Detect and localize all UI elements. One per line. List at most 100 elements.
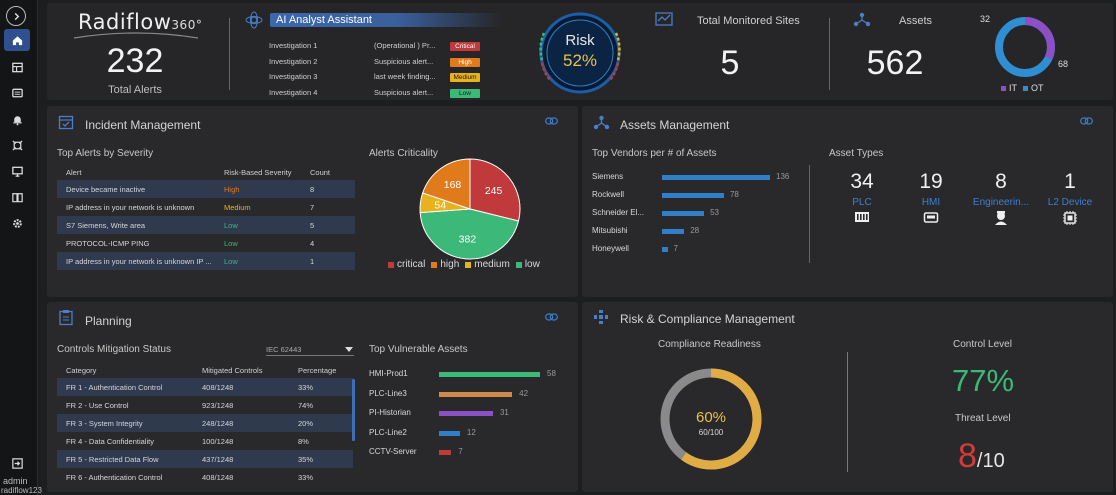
table-row[interactable]: IP address in your network is unknown IP…: [57, 252, 355, 270]
top-alerts-title: Top Alerts by Severity: [57, 148, 154, 159]
assets-management-panel: [582, 106, 1113, 297]
asset-type-label[interactable]: L2 Device: [1047, 197, 1093, 208]
vendor-bar[interactable]: [662, 211, 705, 216]
home-icon[interactable]: [4, 29, 30, 51]
settings-gear-icon[interactable]: [4, 212, 30, 234]
control-category: FR 2 - Use Control: [66, 400, 129, 410]
ai-investigation-name[interactable]: Investigation 4: [269, 87, 318, 97]
vulnerable-asset-value: 31: [499, 408, 509, 417]
logout-icon[interactable]: [4, 452, 30, 474]
vendor-value: 7: [673, 244, 678, 253]
network-scan-icon[interactable]: [4, 134, 30, 156]
bell-icon[interactable]: [4, 108, 30, 130]
vendor-bar[interactable]: [662, 193, 724, 198]
vulnerable-assets-title: Top Vulnerable Assets: [369, 344, 468, 355]
table-row[interactable]: IP address in your network is unknown Med…: [57, 198, 355, 216]
planning-link-icon[interactable]: [545, 313, 558, 322]
ai-investigation-desc[interactable]: Suspicious alert...: [374, 56, 434, 66]
alerts-list-icon[interactable]: [4, 82, 30, 104]
standard-select-value: IEC 62443: [266, 345, 302, 354]
legend-label: critical: [397, 259, 426, 270]
asset-type-label[interactable]: HMI: [921, 197, 941, 208]
pie-slice-label: 245: [485, 185, 503, 197]
vulnerable-asset-bar[interactable]: [439, 430, 460, 436]
legend-item-medium: medium: [465, 259, 510, 270]
table-row[interactable]: FR 2 - Use Control 923/1248 74%: [57, 396, 353, 414]
control-mitigated: 437/1248: [202, 454, 234, 464]
ai-investigation-desc[interactable]: last week finding...: [374, 72, 436, 81]
pie-slice-high[interactable]: [422, 158, 471, 210]
vendor-bar[interactable]: [662, 175, 770, 180]
col-mitigated: Mitigated Controls: [202, 365, 263, 375]
pie-slice-low[interactable]: [419, 208, 520, 260]
vulnerable-asset-bar[interactable]: [439, 372, 540, 377]
table-row[interactable]: FR 4 - Data Confidentiality 100/1248 8%: [57, 432, 353, 450]
controls-mitigation-title: Controls Mitigation Status: [57, 344, 171, 355]
incident-link-icon[interactable]: [545, 117, 558, 126]
table-row[interactable]: PROTOCOL-ICMP PING Low 4: [57, 234, 355, 252]
threat-level-value: 8/10: [958, 437, 1005, 476]
assets-network-icon: [853, 12, 871, 27]
ai-investigation-name[interactable]: Investigation 3: [269, 72, 318, 81]
control-mitigated: 923/1248: [202, 400, 234, 410]
app-logo: Radiflow360°: [78, 10, 203, 34]
table-row[interactable]: FR 5 - Restricted Data Flow 437/1248 35%: [57, 450, 353, 468]
vulnerable-asset-value: 42: [519, 388, 529, 398]
vendor-label: Siemens: [592, 172, 624, 181]
vulnerable-asset-bar[interactable]: [439, 450, 452, 455]
vendor-bar[interactable]: [662, 229, 685, 234]
table-row[interactable]: Device became inactive High 8: [57, 180, 355, 198]
alerts-criticality-pie: 245 382 54 168: [419, 158, 521, 260]
control-category: FR 5 - Restricted Data Flow: [66, 454, 159, 464]
pie-slice-label: 54: [434, 200, 446, 212]
col-count: Count: [310, 167, 331, 177]
ai-investigation-desc[interactable]: Suspicious alert...: [374, 87, 434, 97]
asset-type-label[interactable]: Engineerin...: [972, 197, 1030, 208]
control-mitigated: 100/1248: [202, 436, 234, 446]
vulnerable-asset-label: PLC-Line2: [369, 427, 407, 437]
monitor-icon[interactable]: [4, 160, 30, 182]
threat-level-number: 8: [958, 437, 977, 475]
legend-label: high: [440, 259, 460, 270]
dashboard-icon[interactable]: [4, 56, 30, 78]
asset-type-label[interactable]: PLC: [852, 197, 872, 208]
it-legend-swatch: [1001, 85, 1006, 91]
ai-investigation-name[interactable]: Investigation 2: [269, 56, 318, 66]
header-divider: [229, 18, 230, 90]
expand-sidebar-icon[interactable]: [6, 6, 26, 26]
vulnerable-asset-value: 58: [547, 369, 556, 378]
it-count-label: 32: [980, 14, 991, 24]
table-row[interactable]: FR 6 - Authentication Control 408/1248 33%: [57, 468, 353, 486]
vulnerable-asset-bar[interactable]: [439, 391, 513, 397]
table-row[interactable]: FR 3 - System Integrity 248/1248 20%: [57, 414, 353, 432]
standard-select[interactable]: IEC 62443: [266, 341, 354, 356]
table-row[interactable]: FR 1 - Authentication Control 408/1248 33%: [57, 378, 353, 396]
vulnerable-asset-label: PLC-Line3: [369, 388, 407, 398]
total-alerts-label: Total Alerts: [108, 84, 162, 96]
pie-slice-critical[interactable]: [469, 158, 521, 222]
user-name: admin: [3, 476, 28, 486]
ot-count-label: 68: [1058, 59, 1069, 69]
ai-assistant-title: AI Analyst Assistant: [276, 14, 372, 26]
threat-level-max: /10: [976, 450, 1005, 472]
vendor-bar[interactable]: [662, 247, 668, 252]
ai-investigation-desc[interactable]: (Operational ) Pr...: [374, 41, 436, 50]
control-percentage: 8%: [298, 436, 309, 446]
control-category: FR 3 - System Integrity: [66, 418, 143, 428]
assets-link-icon[interactable]: [1080, 117, 1093, 126]
vulnerable-asset-bar[interactable]: [439, 411, 493, 416]
ai-investigation-name[interactable]: Investigation 1: [269, 41, 318, 50]
reports-icon[interactable]: [4, 186, 30, 208]
vulnerable-asset-value: 12: [466, 427, 476, 437]
incident-management-title: Incident Management: [85, 118, 201, 132]
controls-scrollbar[interactable]: [352, 379, 355, 441]
legend-swatch: [388, 261, 394, 268]
vendor-label: Rockwell: [592, 190, 625, 199]
control-mitigated: 248/1248: [202, 418, 234, 428]
top-vendors-title: Top Vendors per # of Assets: [592, 148, 717, 159]
header-divider-2: [829, 18, 830, 90]
ot-legend-swatch: [1023, 85, 1028, 91]
alert-severity: Low: [224, 256, 238, 266]
ai-assistant-icon: [245, 11, 263, 29]
table-row[interactable]: S7 Siemens, Write area Low 5: [57, 216, 355, 234]
